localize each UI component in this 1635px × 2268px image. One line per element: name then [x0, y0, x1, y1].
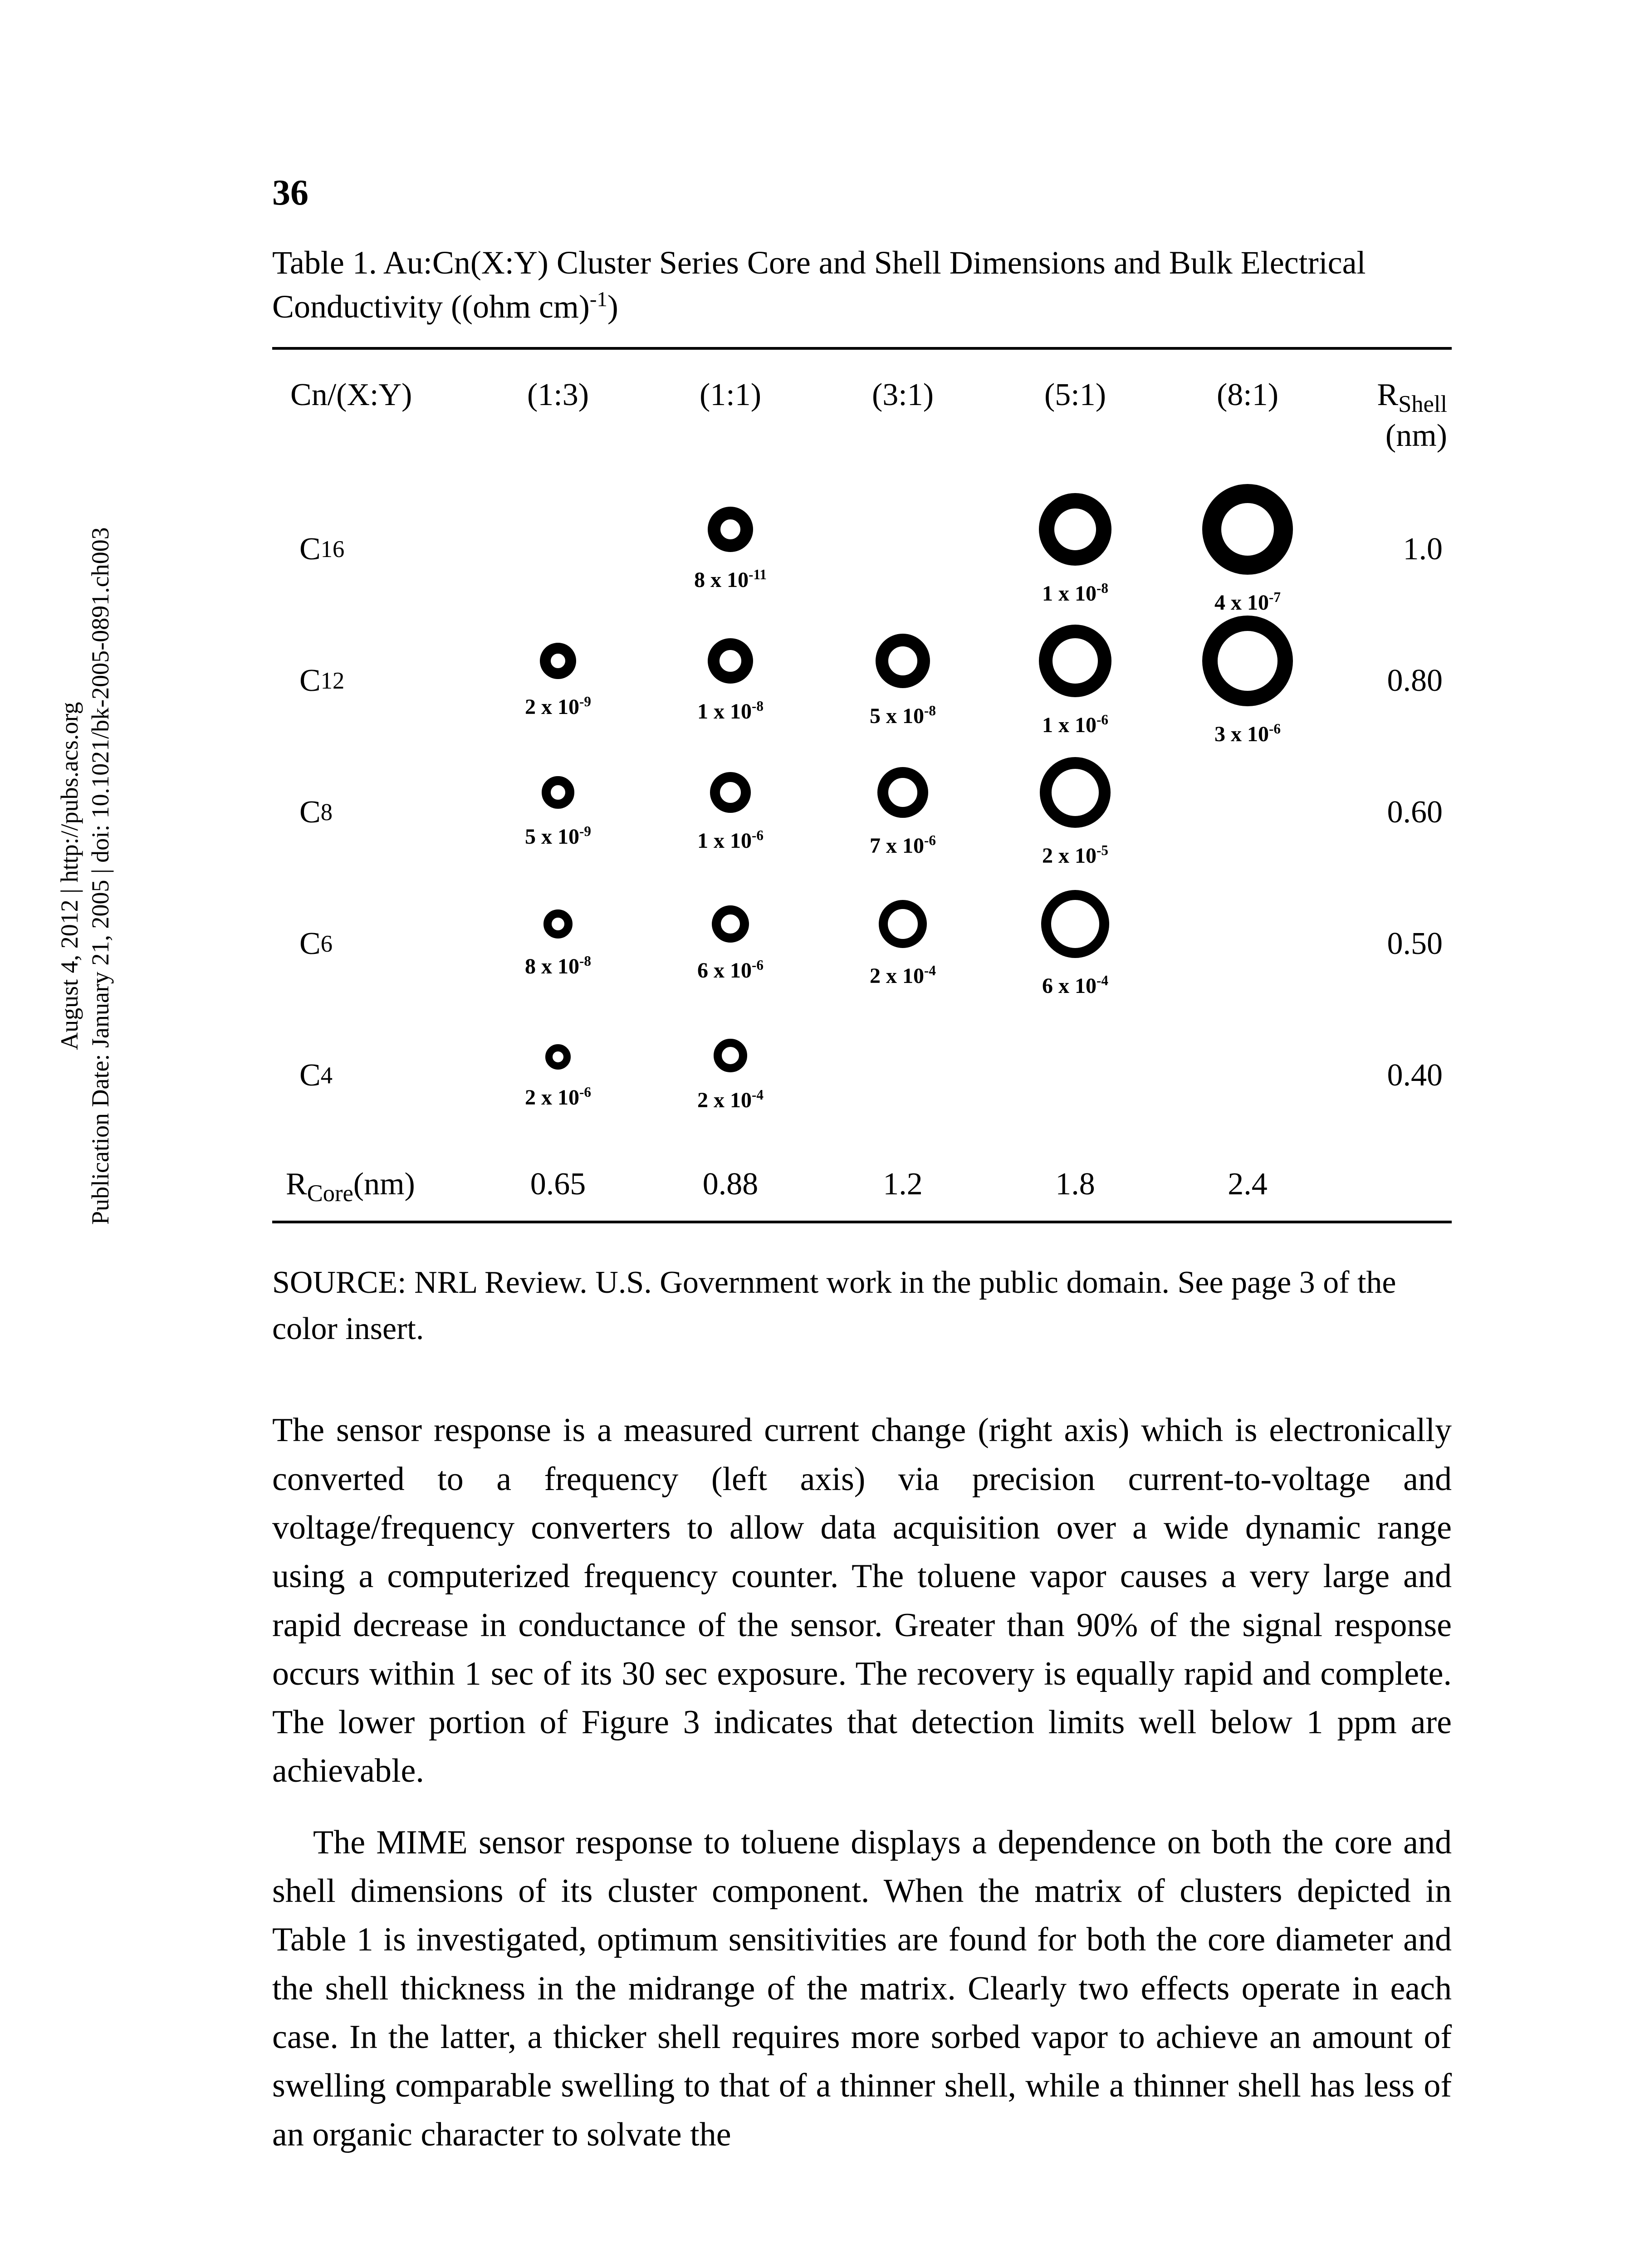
caption-prefix: Table 1. Au:Cn(X:Y) Cluster Series Core … [272, 244, 1366, 325]
cluster-cell-2-1: 1 x 10-6 [644, 749, 817, 876]
cluster-cell-2-0: 5 x 10-9 [472, 749, 644, 876]
donut-icon [540, 643, 576, 687]
rshell-0: 1.0 [1334, 486, 1452, 613]
conductivity-value: 5 x 10-9 [525, 823, 591, 849]
col-head-ratio-2: (3:1) [817, 363, 989, 481]
cell-empty-4-4 [1161, 1012, 1334, 1139]
cell-empty-4-3 [989, 1012, 1161, 1139]
col-head-ratio-3: (5:1) [989, 363, 1161, 481]
cell-empty-3-4 [1161, 880, 1334, 1007]
cluster-cell-4-1: 2 x 10-4 [644, 1012, 817, 1139]
donut-icon [1040, 757, 1111, 836]
cluster-cell-1-4: 3 x 10-6 [1161, 617, 1334, 744]
rcore-value-1: 0.88 [644, 1144, 817, 1207]
cluster-cell-1-2: 5 x 10-8 [817, 617, 989, 744]
donut-icon [1041, 890, 1109, 966]
table-caption: Table 1. Au:Cn(X:Y) Cluster Series Core … [272, 241, 1452, 329]
paragraph-1: The sensor response is a measured curren… [272, 1406, 1452, 1795]
conductivity-value: 1 x 10-6 [697, 827, 764, 853]
rshell-4: 0.40 [1334, 1012, 1452, 1139]
conductivity-value: 2 x 10-4 [870, 963, 936, 988]
rshell-1: 0.80 [1334, 617, 1452, 744]
paragraph-2: The MIME sensor response to toluene disp… [272, 1818, 1452, 2159]
cluster-cell-3-3: 6 x 10-4 [989, 880, 1161, 1007]
source-note: SOURCE: NRL Review. U.S. Government work… [272, 1260, 1452, 1352]
donut-icon [542, 776, 574, 817]
side-citation-line2: Publication Date: January 21, 2005 | doi… [85, 527, 116, 1225]
rcore-blank [1334, 1144, 1452, 1207]
rcore-label: RCore(nm) [272, 1144, 472, 1207]
conductivity-value: 5 x 10-8 [870, 703, 936, 728]
table-1: Cn/(X:Y)(1:3)(1:1)(3:1)(5:1)(8:1)RShell(… [272, 347, 1452, 1223]
row-label-1: C12 [272, 617, 472, 744]
conductivity-value: 1 x 10-8 [1042, 580, 1108, 606]
page-number: 36 [272, 172, 1472, 214]
cell-empty-0-2 [817, 486, 989, 613]
donut-icon [708, 507, 753, 560]
conductivity-value: 2 x 10-5 [1042, 842, 1108, 868]
donut-icon [714, 1039, 747, 1080]
donut-icon [708, 638, 753, 692]
donut-icon [879, 900, 927, 956]
cell-empty-4-2 [817, 1012, 989, 1139]
donut-icon [1039, 625, 1111, 705]
conductivity-value: 2 x 10-9 [525, 694, 591, 719]
conductivity-value: 1 x 10-8 [697, 698, 764, 724]
conductivity-value: 2 x 10-4 [697, 1087, 764, 1113]
donut-icon [1039, 493, 1111, 574]
cluster-cell-0-3: 1 x 10-8 [989, 486, 1161, 613]
rcore-value-3: 1.8 [989, 1144, 1161, 1207]
rshell-3: 0.50 [1334, 880, 1452, 1007]
cluster-cell-0-1: 8 x 10-11 [644, 486, 817, 613]
cluster-cell-4-0: 2 x 10-6 [472, 1012, 644, 1139]
cluster-cell-1-1: 1 x 10-8 [644, 617, 817, 744]
rcore-value-0: 0.65 [472, 1144, 644, 1207]
caption-sup: -1 [590, 288, 607, 311]
page: August 4, 2012 | http://pubs.acs.org Pub… [0, 0, 1635, 2268]
col-head-ratio-1: (1:1) [644, 363, 817, 481]
conductivity-value: 8 x 10-8 [525, 953, 591, 979]
conductivity-value: 4 x 10-7 [1214, 589, 1281, 615]
col-head-rowlabel: Cn/(X:Y) [272, 363, 472, 481]
col-head-rshell: RShell(nm) [1334, 363, 1452, 481]
donut-icon [1202, 616, 1293, 714]
cluster-cell-3-1: 6 x 10-6 [644, 880, 817, 1007]
col-head-ratio-0: (1:3) [472, 363, 644, 481]
cluster-cell-3-2: 2 x 10-4 [817, 880, 989, 1007]
row-label-4: C4 [272, 1012, 472, 1139]
rcore-value-4: 2.4 [1161, 1144, 1334, 1207]
conductivity-value: 8 x 10-11 [694, 567, 767, 592]
donut-icon [545, 1041, 571, 1078]
cluster-cell-3-0: 8 x 10-8 [472, 880, 644, 1007]
row-label-0: C16 [272, 486, 472, 613]
conductivity-value: 3 x 10-6 [1214, 721, 1281, 747]
rcore-value-2: 1.2 [817, 1144, 989, 1207]
conductivity-value: 6 x 10-4 [1042, 973, 1108, 998]
cell-empty-2-4 [1161, 749, 1334, 876]
donut-icon [543, 909, 573, 947]
cluster-cell-2-3: 2 x 10-5 [989, 749, 1161, 876]
row-label-3: C6 [272, 880, 472, 1007]
cluster-cell-1-0: 2 x 10-9 [472, 617, 644, 744]
side-citation: August 4, 2012 | http://pubs.acs.org Pub… [54, 527, 116, 1225]
donut-icon [877, 767, 928, 826]
side-citation-line1: August 4, 2012 | http://pubs.acs.org [54, 527, 85, 1225]
cluster-cell-2-2: 7 x 10-6 [817, 749, 989, 876]
conductivity-value: 6 x 10-6 [697, 957, 764, 983]
donut-icon [710, 772, 751, 821]
cluster-cell-1-3: 1 x 10-6 [989, 617, 1161, 744]
donut-icon [712, 905, 749, 951]
conductivity-value: 2 x 10-6 [525, 1084, 591, 1110]
donut-icon [876, 634, 930, 696]
cluster-cell-0-4: 4 x 10-7 [1161, 486, 1334, 613]
conductivity-value: 1 x 10-6 [1042, 712, 1108, 738]
donut-icon [1202, 484, 1293, 583]
conductivity-value: 7 x 10-6 [870, 832, 936, 858]
col-head-ratio-4: (8:1) [1161, 363, 1334, 481]
caption-suffix: ) [607, 288, 618, 325]
rshell-2: 0.60 [1334, 749, 1452, 876]
row-label-2: C8 [272, 749, 472, 876]
cell-empty-0-0 [472, 486, 644, 613]
